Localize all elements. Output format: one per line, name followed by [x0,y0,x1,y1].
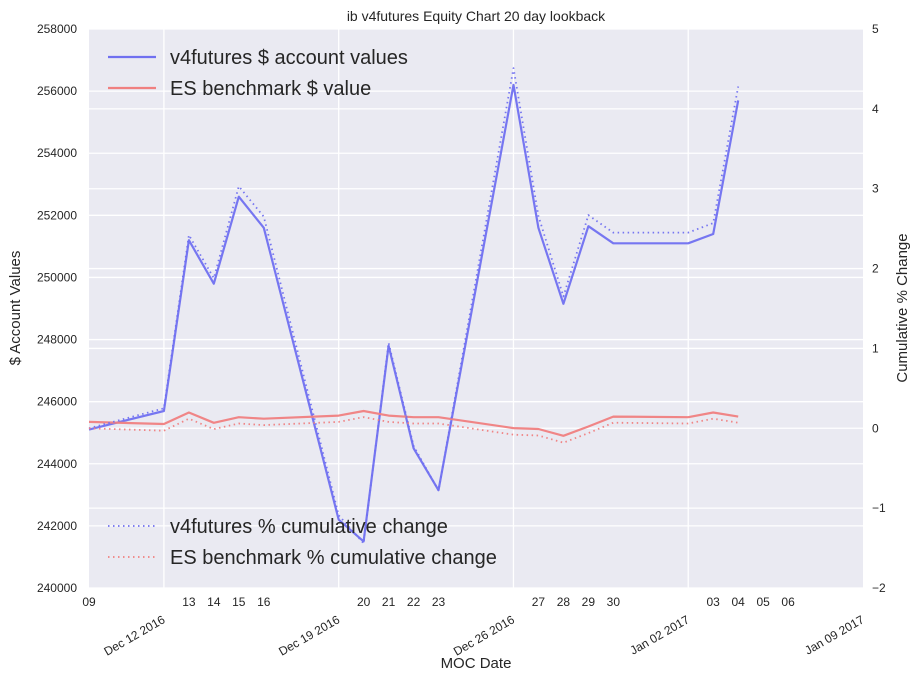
legend: v4futures $ account values ES benchmark $… [108,47,497,569]
x-minor-tick-label: 03 [707,595,721,609]
x-minor-tick-label: 27 [532,595,546,609]
x-major-tick-label: Jan 02 2017 [628,612,692,657]
x-minor-tick-label: 14 [207,595,221,609]
x-minor-tick-label: 22 [407,595,421,609]
series-line-3 [88,416,739,444]
x-minor-tick-label: 09 [82,595,96,609]
legend-label-1: ES benchmark $ value [170,78,371,100]
chart-title: ib v4futures Equity Chart 20 day lookbac… [347,8,606,24]
series-line-1 [88,409,739,437]
y2-tick-label: 0 [872,421,879,435]
legend-label-2: v4futures % cumulative change [170,516,448,538]
x-major-tick-label: Dec 26 2016 [451,612,517,658]
x-major-tick-label: Dec 19 2016 [276,612,342,658]
y-tick-label: 250000 [37,270,77,284]
y2-tick-label: 4 [872,102,879,116]
legend-label-0: v4futures $ account values [170,47,408,69]
series-line-2 [88,67,740,545]
grid-lines [89,28,863,589]
y2-tick-label: −2 [872,581,886,595]
y2-tick-label: 3 [872,182,879,196]
series-line-0 [88,83,740,543]
y-tick-label: 240000 [37,581,77,595]
y2-tick-label: 5 [872,22,879,36]
legend-label-3: ES benchmark % cumulative change [170,547,497,569]
x-minor-tick-label: 21 [382,595,396,609]
x-major-tick-label: Jan 09 2017 [802,612,866,657]
y-tick-label: 252000 [37,208,77,222]
y2-tick-label: −1 [872,501,886,515]
x-minor-tick-label: 04 [731,595,745,609]
y-axis-label: $ Account Values [7,251,24,366]
y-tick-label: 256000 [37,84,77,98]
y-tick-label: 258000 [37,22,77,36]
x-minor-tick-label: 30 [607,595,621,609]
y2-tick-label: 1 [872,341,879,355]
y-tick-label: 242000 [37,519,77,533]
y-tick-label: 254000 [37,146,77,160]
y-tick-label: 248000 [37,333,77,347]
x-minor-tick-label: 06 [781,595,795,609]
x-minor-tick-label: 16 [257,595,271,609]
x-minor-tick-label: 23 [432,595,446,609]
x-minor-tick-label: 15 [232,595,246,609]
x-axis-label: MOC Date [441,655,512,672]
y2-axis-label: Cumulative % Change [894,233,911,382]
x-minor-tick-label: 29 [582,595,596,609]
x-minor-tick-label: 13 [182,595,196,609]
x-minor-tick-label: 20 [357,595,371,609]
y-tick-label: 244000 [37,457,77,471]
x-major-tick-label: Dec 12 2016 [101,612,167,658]
x-minor-tick-label: 05 [756,595,770,609]
plot-background [89,29,863,588]
y2-tick-label: 2 [872,262,879,276]
series-lines [88,67,740,545]
y-tick-label: 246000 [37,395,77,409]
x-minor-tick-label: 28 [557,595,571,609]
